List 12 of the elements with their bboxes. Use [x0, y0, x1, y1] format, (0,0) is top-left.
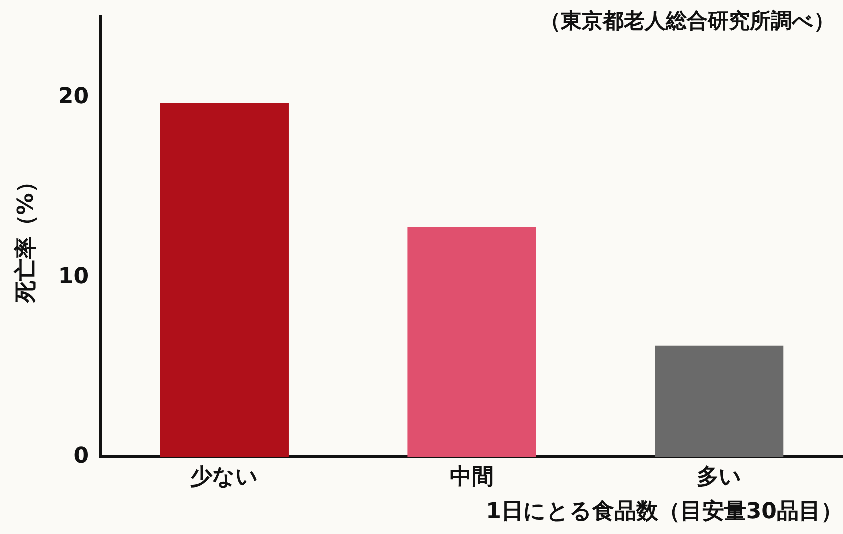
y-axis-title: 死亡率（%）: [12, 171, 39, 304]
x-tick-label: 少ない: [190, 465, 259, 490]
annotation: （東京都老人総合研究所調べ）: [540, 8, 835, 33]
y-tick-label: 20: [58, 84, 90, 110]
bar: [655, 346, 784, 458]
y-tick-label: 0: [74, 444, 90, 469]
x-tick-label: 多い: [696, 465, 742, 490]
bar: [160, 103, 289, 458]
x-tick-label: 中間: [450, 465, 494, 490]
y-tick-label: 10: [58, 264, 90, 290]
x-axis-title: 1日にとる食品数（目安量30品目）: [486, 498, 843, 525]
bar: [408, 227, 536, 458]
